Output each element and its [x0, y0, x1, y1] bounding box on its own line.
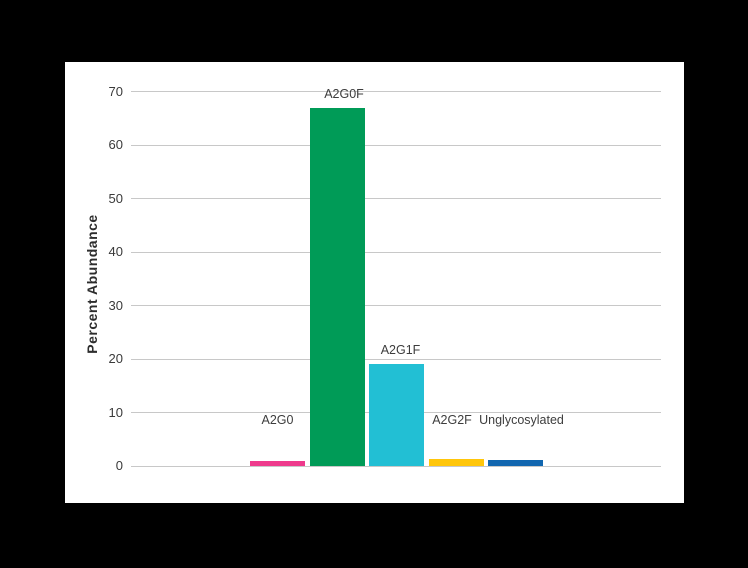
- chart-panel: Percent Abundance 0 10 20 30 40 50 60 70 A2G0 A2G…: [65, 62, 684, 503]
- gridline: [131, 91, 661, 92]
- bar-label: A2G0F: [324, 86, 364, 101]
- bar-label: A2G0: [261, 413, 294, 427]
- gridline: [131, 198, 661, 199]
- bar: [369, 364, 424, 466]
- y-tick-label: 50: [108, 190, 123, 206]
- y-tick-label: 70: [108, 83, 123, 99]
- bar: [488, 459, 543, 466]
- gridline: [131, 251, 661, 253]
- gridline: [131, 465, 661, 467]
- gridline: [131, 305, 661, 306]
- bar: [309, 107, 365, 466]
- y-tick-label: 20: [108, 351, 123, 366]
- bar: [250, 460, 305, 466]
- y-tick-label: 30: [108, 297, 123, 313]
- bar-label: Unglycosylated: [479, 413, 564, 427]
- bar-label: A2G1F: [380, 343, 421, 358]
- gridline: [131, 358, 661, 360]
- y-tick-label: 0: [115, 458, 123, 473]
- y-tick-label: 10: [108, 404, 123, 420]
- bar-label: A2G2F: [432, 413, 472, 427]
- y-tick-label: 40: [108, 244, 123, 259]
- bar: [428, 458, 484, 466]
- y-tick-label: 60: [108, 137, 123, 152]
- plot-area: 0 10 20 30 40 50 60 70 A2G0 A2G0F A2G1F A2G2F Unglyc…: [65, 62, 684, 503]
- gridline: [131, 144, 661, 146]
